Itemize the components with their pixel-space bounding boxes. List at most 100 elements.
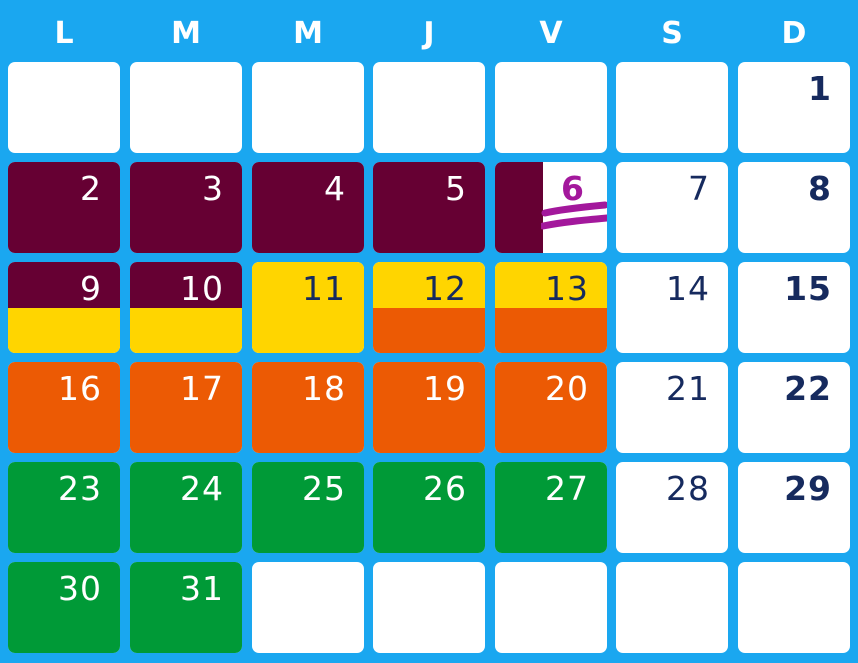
day-number: 26	[423, 469, 467, 508]
day-cell-19[interactable]: 19	[373, 362, 485, 453]
empty-day-cell	[495, 562, 607, 653]
day-cell-27[interactable]: 27	[495, 462, 607, 553]
day-fill	[495, 162, 543, 253]
day-cell-2[interactable]: 2	[8, 162, 120, 253]
day-number: 10	[180, 269, 224, 308]
day-fill	[252, 162, 364, 253]
day-cell-13[interactable]: 13	[495, 262, 607, 353]
empty-day-cell	[130, 62, 242, 153]
empty-day-cell	[252, 562, 364, 653]
empty-day-cell	[738, 562, 850, 653]
day-cell-5[interactable]: 5	[373, 162, 485, 253]
day-fill-bottom	[495, 308, 607, 353]
day-cell-11[interactable]: 11	[252, 262, 364, 353]
day-number: 16	[58, 369, 102, 408]
day-fill	[252, 262, 364, 353]
empty-day-cell	[373, 562, 485, 653]
weekday-label: J	[423, 16, 435, 51]
strikethrough-mark-icon	[541, 201, 607, 230]
day-cell-20[interactable]: 20	[495, 362, 607, 453]
day-cell-23[interactable]: 23	[8, 462, 120, 553]
day-number: 11	[302, 269, 346, 308]
day-fill	[373, 462, 485, 553]
weekday-label: L	[54, 16, 74, 51]
day-number: 17	[180, 369, 224, 408]
day-cell-15[interactable]: 15	[738, 262, 850, 353]
day-cell-7[interactable]: 7	[616, 162, 728, 253]
day-cell-8[interactable]: 8	[738, 162, 850, 253]
day-fill-top	[373, 262, 485, 308]
day-number: 4	[324, 169, 346, 208]
day-fill	[130, 562, 242, 653]
day-number: 25	[302, 469, 346, 508]
empty-day-cell	[8, 62, 120, 153]
empty-day-cell	[616, 562, 728, 653]
day-fill	[373, 162, 485, 253]
empty-day-cell	[252, 62, 364, 153]
day-number: 3	[202, 169, 224, 208]
day-number: 21	[666, 369, 710, 408]
day-cell-25[interactable]: 25	[252, 462, 364, 553]
day-number: 5	[445, 169, 467, 208]
day-cell-9[interactable]: 9	[8, 262, 120, 353]
weekday-label: S	[661, 16, 683, 51]
day-cell-30[interactable]: 30	[8, 562, 120, 653]
day-cell-16[interactable]: 16	[8, 362, 120, 453]
day-cell-4[interactable]: 4	[252, 162, 364, 253]
day-cell-22[interactable]: 22	[738, 362, 850, 453]
day-number: 27	[545, 469, 589, 508]
empty-day-cell	[495, 62, 607, 153]
day-cell-14[interactable]: 14	[616, 262, 728, 353]
day-cell-3[interactable]: 3	[130, 162, 242, 253]
day-cell-10[interactable]: 10	[130, 262, 242, 353]
day-number: 24	[180, 469, 224, 508]
day-cell-31[interactable]: 31	[130, 562, 242, 653]
day-cell-18[interactable]: 18	[252, 362, 364, 453]
day-number: 9	[80, 269, 102, 308]
day-fill	[130, 362, 242, 453]
weekday-label: M	[171, 16, 201, 51]
empty-day-cell	[373, 62, 485, 153]
day-fill-bottom	[8, 308, 120, 353]
day-cell-24[interactable]: 24	[130, 462, 242, 553]
day-number: 7	[688, 169, 710, 208]
empty-day-cell	[616, 62, 728, 153]
day-number: 18	[302, 369, 346, 408]
day-number: 13	[545, 269, 589, 308]
day-cell-17[interactable]: 17	[130, 362, 242, 453]
day-number: 22	[784, 369, 832, 408]
day-fill	[252, 362, 364, 453]
day-cell-12[interactable]: 12	[373, 262, 485, 353]
day-fill	[495, 462, 607, 553]
day-fill	[8, 162, 120, 253]
day-cell-28[interactable]: 28	[616, 462, 728, 553]
day-fill	[130, 162, 242, 253]
day-fill	[495, 362, 607, 453]
day-cell-26[interactable]: 26	[373, 462, 485, 553]
day-fill	[8, 462, 120, 553]
day-number: 8	[808, 169, 832, 208]
day-number: 2	[80, 169, 102, 208]
day-cell-29[interactable]: 29	[738, 462, 850, 553]
day-fill	[130, 462, 242, 553]
day-cell-6[interactable]: 6	[495, 162, 607, 253]
day-cell-1[interactable]: 1	[738, 62, 850, 153]
day-number: 15	[784, 269, 832, 308]
day-number: 31	[180, 569, 224, 608]
day-number: 28	[666, 469, 710, 508]
day-number: 1	[808, 69, 832, 108]
day-number: 30	[58, 569, 102, 608]
day-number: 14	[666, 269, 710, 308]
day-fill	[252, 462, 364, 553]
day-fill	[8, 362, 120, 453]
day-fill-bottom	[373, 308, 485, 353]
day-number: 6	[561, 169, 585, 208]
day-number: 29	[784, 469, 832, 508]
day-fill	[373, 362, 485, 453]
day-number: 23	[58, 469, 102, 508]
day-cell-21[interactable]: 21	[616, 362, 728, 453]
weekday-label: M	[293, 16, 323, 51]
day-fill-bottom	[130, 308, 242, 353]
day-number: 20	[545, 369, 589, 408]
